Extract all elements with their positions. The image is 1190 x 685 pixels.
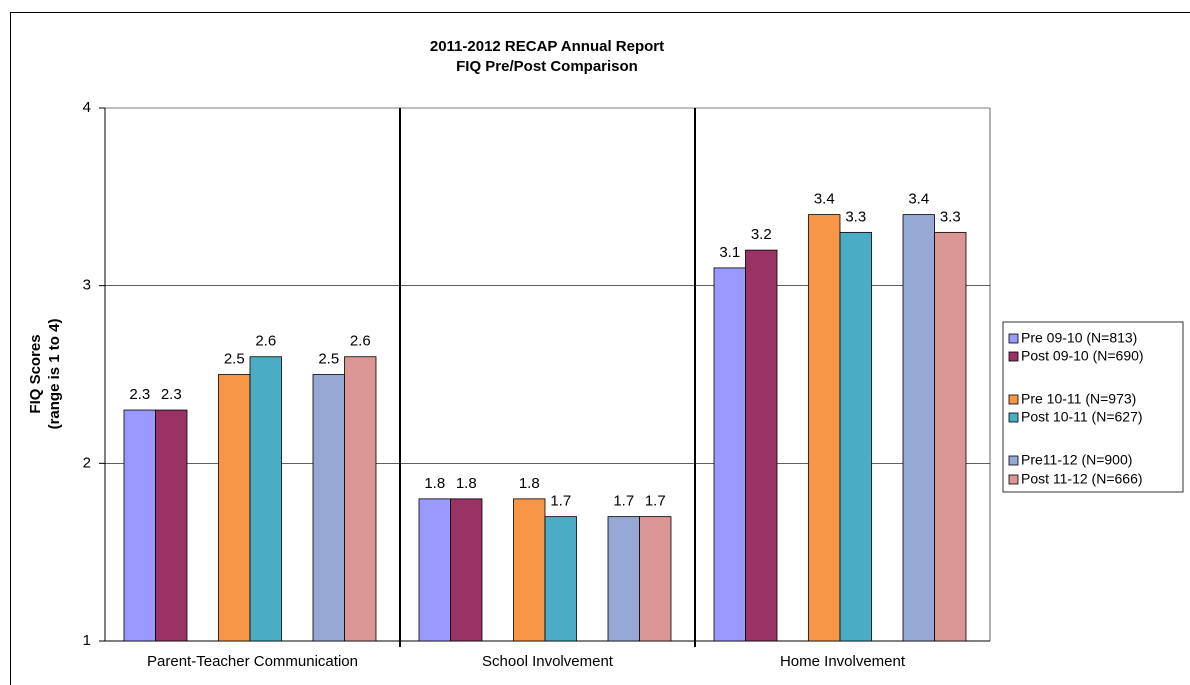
y-tick-label: 2 — [83, 454, 91, 471]
data-label: 2.5 — [224, 350, 245, 367]
data-label: 3.1 — [719, 244, 740, 261]
bar — [344, 356, 377, 642]
bar — [123, 409, 156, 642]
data-label: 1.7 — [550, 493, 571, 510]
data-label: 2.3 — [161, 386, 182, 403]
legend-swatch — [1008, 412, 1019, 423]
data-label: 2.6 — [255, 333, 276, 350]
bar — [249, 356, 282, 642]
bar — [312, 374, 345, 642]
bar — [808, 214, 841, 642]
legend-swatch — [1008, 333, 1019, 344]
data-label: 3.3 — [940, 208, 961, 225]
bar — [902, 214, 935, 642]
data-label: 1.7 — [613, 493, 634, 510]
bar — [218, 374, 251, 642]
data-label: 3.4 — [814, 191, 835, 208]
x-tick-label: Parent-Teacher Communication — [147, 653, 358, 670]
y-tick-label: 3 — [83, 277, 91, 294]
legend-label: Pre11-12 (N=900) — [1021, 452, 1132, 468]
legend-swatch — [1008, 474, 1019, 485]
legend-box — [1002, 321, 1184, 493]
bar — [418, 498, 451, 642]
y-tick-label: 4 — [83, 99, 91, 116]
legend-swatch — [1008, 394, 1019, 405]
data-label: 1.8 — [456, 475, 477, 492]
data-label: 3.2 — [751, 226, 772, 243]
chart-border — [10, 12, 1190, 685]
data-label: 2.5 — [318, 350, 339, 367]
legend-label: Pre 09-10 (N=813) — [1021, 330, 1137, 346]
bar — [513, 498, 546, 642]
y-axis-label: FIQ Scores — [27, 334, 44, 413]
bar — [450, 498, 483, 642]
bar — [544, 516, 577, 642]
legend-swatch — [1008, 455, 1019, 466]
data-label: 3.3 — [845, 208, 866, 225]
bar — [745, 249, 778, 642]
data-label: 2.6 — [350, 333, 371, 350]
data-label: 2.3 — [129, 386, 150, 403]
data-label: 1.8 — [424, 475, 445, 492]
x-tick-label: Home Involvement — [780, 653, 906, 670]
bar — [934, 231, 967, 642]
y-tick-label: 1 — [83, 632, 91, 649]
bar — [155, 409, 188, 642]
data-label: 3.4 — [908, 191, 929, 208]
x-tick-label: School Involvement — [482, 653, 614, 670]
legend-label: Post 09-10 (N=690) — [1021, 348, 1144, 364]
bar — [607, 516, 640, 642]
legend-swatch — [1008, 351, 1019, 362]
data-label: 1.8 — [519, 475, 540, 492]
chart-title: 2011-2012 RECAP Annual Report — [430, 38, 664, 55]
bar — [639, 516, 672, 642]
chart-subtitle: FIQ Pre/Post Comparison — [456, 58, 638, 75]
legend-label: Pre 10-11 (N=973) — [1021, 391, 1136, 407]
data-label: 1.7 — [645, 493, 666, 510]
legend-label: Post 10-11 (N=627) — [1021, 409, 1143, 425]
bar — [839, 231, 872, 642]
bar — [713, 267, 746, 642]
y-axis-label: (range is 1 to 4) — [46, 319, 63, 430]
legend-label: Post 11-12 (N=666) — [1021, 471, 1143, 487]
